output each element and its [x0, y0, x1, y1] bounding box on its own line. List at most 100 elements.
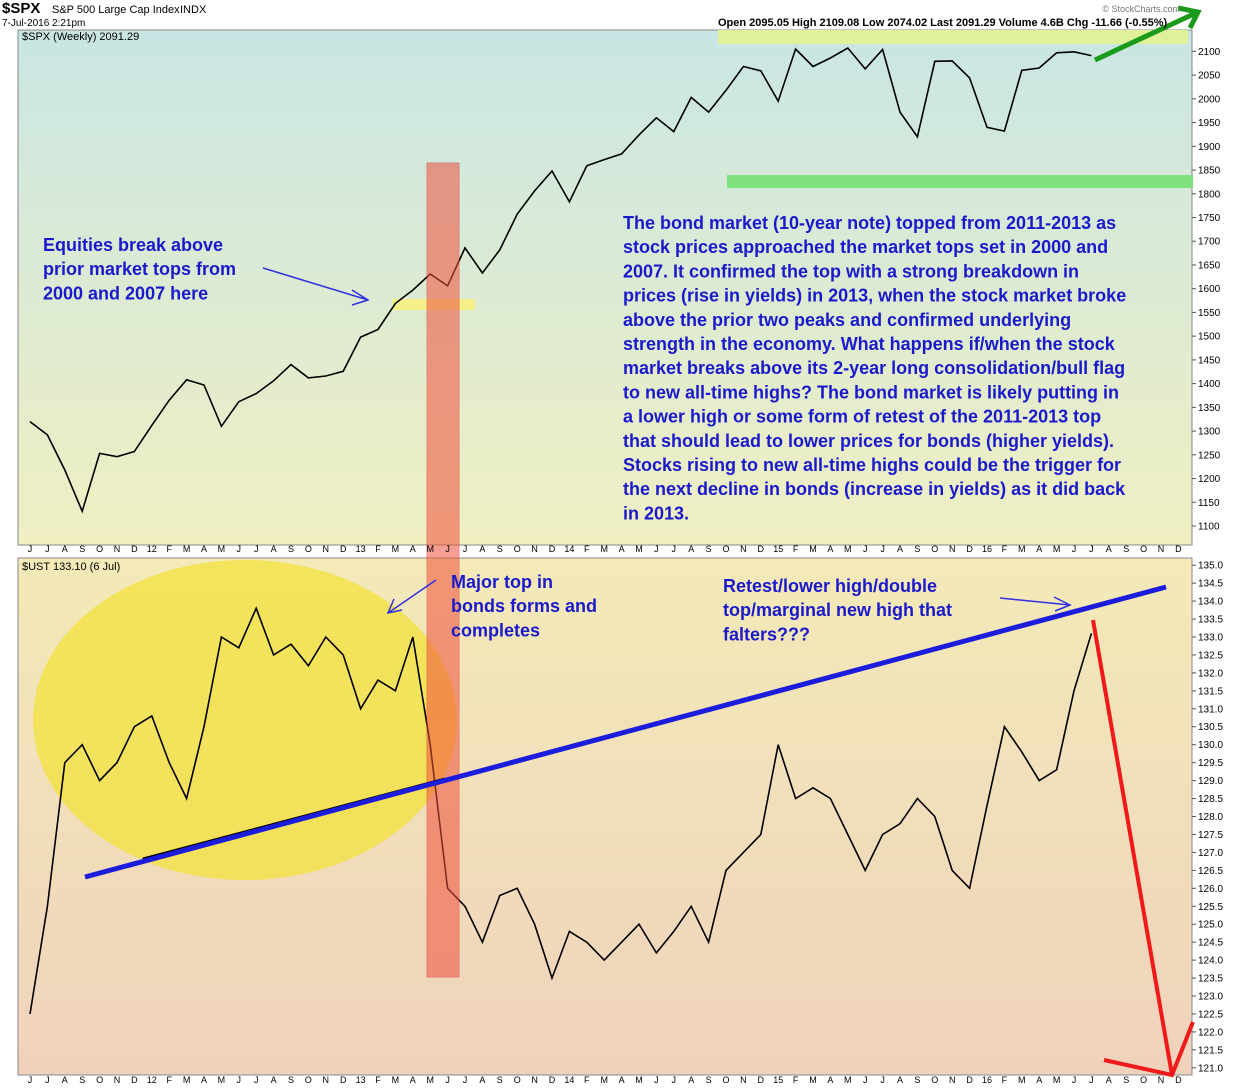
x-tick-label: D [758, 1075, 765, 1085]
x-tick-label: 15 [773, 544, 783, 554]
x-tick-label: O [931, 1075, 938, 1085]
x-tick-label: M [1053, 1075, 1061, 1085]
y-tick-label: 121.5 [1198, 1045, 1223, 1056]
x-tick-label: M [600, 544, 608, 554]
annotation: top/marginal new high that [723, 600, 952, 620]
x-tick-label: J [654, 1075, 659, 1085]
x-tick-label: D [131, 544, 138, 554]
x-tick-label: J [45, 1075, 50, 1085]
y-tick-label: 124.0 [1198, 956, 1223, 967]
annotation: falters??? [723, 624, 810, 644]
x-tick-label: D [758, 544, 765, 554]
y-tick-label: 127.0 [1198, 848, 1223, 859]
x-tick-label: F [584, 1075, 590, 1085]
annotation: that should lead to lower prices for bon… [623, 431, 1114, 451]
x-tick-label: J [254, 544, 259, 554]
x-tick-label: A [62, 544, 68, 554]
date: 7-Jul-2016 2:21pm [2, 18, 85, 29]
x-tick-label: J [863, 1075, 868, 1085]
y-tick-label: 1250 [1198, 450, 1221, 461]
annotation: the next decline in bonds (increase in y… [623, 479, 1126, 499]
x-tick-label: D [131, 1075, 138, 1085]
x-tick-label: A [1036, 1075, 1042, 1085]
x-tick-label: M [809, 1075, 817, 1085]
x-tick-label: J [880, 544, 885, 554]
support-band [727, 175, 1193, 188]
x-tick-label: O [305, 1075, 312, 1085]
x-tick-label: 14 [564, 1075, 574, 1085]
y-tick-label: 1300 [1198, 427, 1221, 438]
annotation: in 2013. [623, 503, 689, 523]
x-tick-label: 15 [773, 1075, 783, 1085]
annotation: The bond market (10-year note) topped fr… [623, 213, 1116, 233]
x-tick-label: N [949, 544, 956, 554]
y-tick-label: 132.5 [1198, 650, 1223, 661]
y-tick-label: 123.5 [1198, 974, 1223, 985]
x-tick-label: F [166, 544, 172, 554]
x-tick-label: S [288, 1075, 294, 1085]
x-tick-label: N [949, 1075, 956, 1085]
x-tick-label: J [463, 544, 468, 554]
x-tick-label: M [183, 544, 191, 554]
x-tick-label: F [1002, 1075, 1008, 1085]
y-tick-label: 133.0 [1198, 632, 1223, 643]
x-tick-label: O [1140, 544, 1147, 554]
x-tick-label: N [323, 544, 330, 554]
y-tick-label: 129.0 [1198, 776, 1223, 787]
up-arrow [1093, 5, 1202, 63]
panel-title: $UST 133.10 (6 Jul) [22, 561, 120, 573]
y-tick-label: 1900 [1198, 142, 1221, 153]
x-tick-label: N [531, 1075, 538, 1085]
x-tick-label: D [1175, 544, 1182, 554]
x-tick-label: A [827, 1075, 833, 1085]
x-tick-label: F [166, 1075, 172, 1085]
y-tick-label: 121.0 [1198, 1063, 1223, 1074]
x-tick-label: J [28, 1075, 33, 1085]
x-tick-label: 16 [982, 1075, 992, 1085]
x-tick-label: A [1106, 1075, 1112, 1085]
annotation: Stocks rising to new all-time highs coul… [623, 455, 1121, 475]
x-tick-label: J [445, 1075, 450, 1085]
x-tick-label: M [218, 544, 226, 554]
y-tick-label: 126.5 [1198, 866, 1223, 877]
annotation: to new all-time highs? The bond market i… [623, 382, 1119, 402]
y-tick-label: 2000 [1198, 94, 1221, 105]
x-tick-label: A [410, 544, 416, 554]
exchange: INDX [180, 4, 207, 16]
x-tick-label: F [584, 544, 590, 554]
y-tick-label: 125.0 [1198, 920, 1223, 931]
annotation: Retest/lower high/double [723, 576, 937, 596]
x-tick-label: J [654, 544, 659, 554]
x-tick-label: M [809, 544, 817, 554]
credit: © StockCharts.com [1102, 4, 1180, 14]
x-tick-label: O [514, 1075, 521, 1085]
x-tick-label: J [1089, 1075, 1094, 1085]
x-tick-label: J [237, 1075, 242, 1085]
x-tick-label: J [863, 544, 868, 554]
x-tick-label: S [914, 1075, 920, 1085]
down-arrow [1091, 619, 1195, 1078]
y-tick-label: 134.5 [1198, 579, 1223, 590]
y-tick-label: 122.5 [1198, 1009, 1223, 1020]
x-tick-label: 16 [982, 544, 992, 554]
x-tick-label: F [375, 1075, 381, 1085]
x-tick-label: D [340, 1075, 347, 1085]
y-tick-label: 2100 [1198, 47, 1221, 58]
x-tick-label: O [514, 544, 521, 554]
y-tick-label: 1350 [1198, 403, 1221, 414]
x-tick-label: O [931, 544, 938, 554]
annotation: Major top in [451, 572, 553, 592]
x-tick-label: J [237, 544, 242, 554]
index-name: S&P 500 Large Cap Index [52, 4, 180, 16]
x-tick-label: 14 [564, 544, 574, 554]
x-tick-label: M [600, 1075, 608, 1085]
y-tick-label: 130.5 [1198, 722, 1223, 733]
annotation: above the prior two peaks and confirmed … [623, 310, 1071, 330]
price-line [29, 46, 1092, 514]
x-tick-label: A [688, 1075, 694, 1085]
y-tick-label: 131.0 [1198, 704, 1223, 715]
annotation: bonds forms and [451, 596, 597, 616]
x-tick-label: D [340, 544, 347, 554]
x-tick-label: M [1053, 544, 1061, 554]
x-tick-label: J [45, 544, 50, 554]
